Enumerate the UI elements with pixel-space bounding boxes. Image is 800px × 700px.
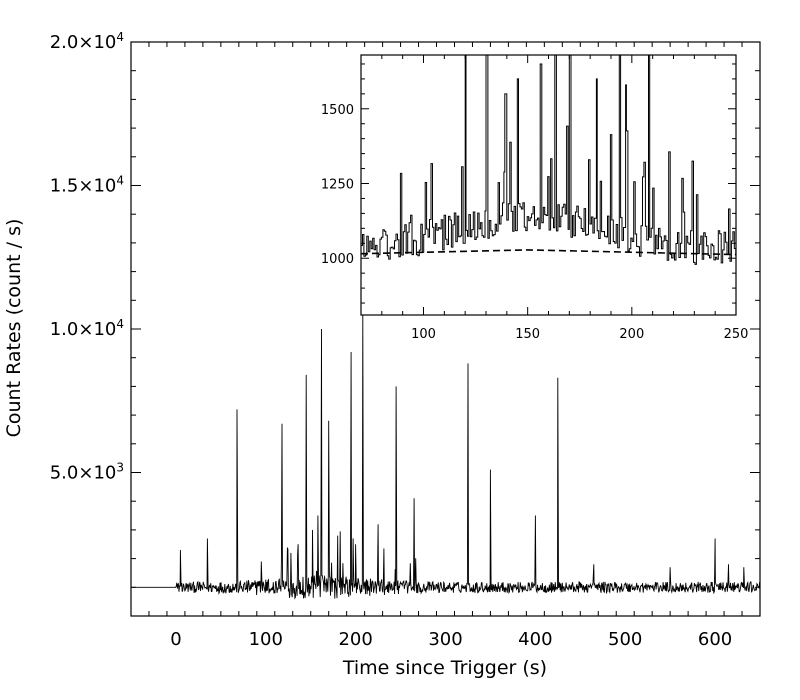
inset-plot: 100 150 200 250 1000 1250 1500: [321, 54, 749, 342]
inset-x-tick-label: 150: [515, 327, 540, 342]
y-tick-label: 1.0×104: [50, 317, 124, 340]
main-series: [131, 314, 761, 600]
inset-plot-frame: [360, 54, 737, 316]
inset-x-tick-label: 200: [619, 327, 644, 342]
x-tick-label: 300: [428, 629, 462, 650]
y-tick-label: 2.0×104: [50, 30, 124, 53]
inset-x-tick-label: 250: [724, 327, 749, 342]
main-y-ticks: 5.0×103 1.0×104 1.5×104 2.0×104: [50, 30, 760, 617]
x-tick-label: 100: [249, 629, 283, 650]
inset-y-tick-label: 1000: [321, 252, 354, 267]
inset-y-ticks: 1000 1250 1500: [321, 63, 736, 304]
x-axis-label: Time since Trigger (s): [342, 657, 547, 679]
y-tick-label: 5.0×103: [50, 461, 124, 484]
x-tick-label: 200: [338, 629, 372, 650]
background-fit-line: [360, 249, 737, 256]
x-tick-label: 500: [608, 629, 642, 650]
y-axis-label: Count Rates (count / s): [3, 219, 25, 438]
light-curve-line: [131, 314, 761, 600]
inset-series: [360, 55, 737, 265]
x-tick-label: 0: [170, 629, 181, 650]
inset-y-tick-label: 1500: [321, 103, 354, 118]
inset-y-tick-label: 1250: [321, 178, 354, 193]
y-tick-label: 1.5×104: [50, 174, 124, 197]
inset-x-tick-label: 100: [411, 327, 436, 342]
x-tick-label: 400: [518, 629, 552, 650]
main-x-ticks: 0 100 200 300 400 500 600: [130, 42, 761, 650]
inset-x-ticks: 100 150 200 250: [360, 55, 749, 342]
x-tick-label: 600: [698, 629, 732, 650]
